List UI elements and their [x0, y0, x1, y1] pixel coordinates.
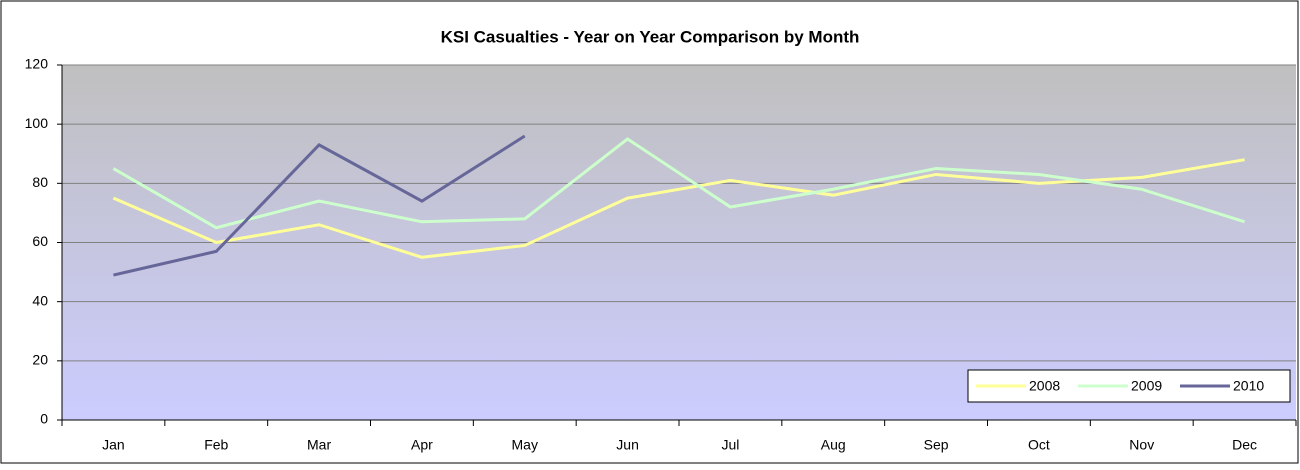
- x-tick-label: Nov: [1129, 437, 1154, 453]
- x-tick-label: Dec: [1232, 437, 1257, 453]
- y-tick-label: 0: [40, 411, 48, 427]
- x-tick-label: Jun: [616, 437, 639, 453]
- x-tick-label: Jul: [721, 437, 739, 453]
- x-tick-label: Apr: [411, 437, 433, 453]
- y-tick-label: 80: [32, 174, 48, 190]
- x-tick-label: Mar: [307, 437, 331, 453]
- series-line: [113, 134, 526, 277]
- y-tick-label: 60: [32, 233, 48, 249]
- series-line: [112, 158, 1245, 259]
- legend-label: 2010: [1233, 378, 1264, 394]
- legend-label: 2009: [1131, 378, 1162, 394]
- y-tick-label: 40: [32, 292, 48, 308]
- x-tick-label: Oct: [1028, 437, 1050, 453]
- chart-title: KSI Casualties - Year on Year Comparison…: [441, 27, 860, 46]
- x-tick-label: Jan: [102, 437, 125, 453]
- x-tick-label: Sep: [924, 437, 949, 453]
- y-tick-label: 20: [32, 352, 48, 368]
- x-tick-label: Aug: [821, 437, 846, 453]
- series-line: [112, 137, 1246, 230]
- y-tick-label: 120: [25, 56, 49, 72]
- x-tick-label: Feb: [204, 437, 228, 453]
- legend-label: 2008: [1029, 378, 1060, 394]
- x-tick-label: May: [512, 437, 538, 453]
- y-tick-label: 100: [25, 115, 49, 131]
